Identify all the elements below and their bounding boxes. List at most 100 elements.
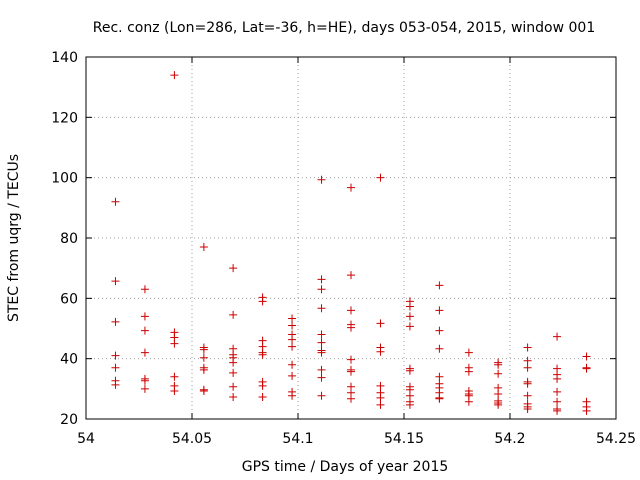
data-point [582, 406, 591, 415]
data-point [288, 391, 297, 400]
data-point [494, 400, 503, 409]
y-tick-label: 20 [60, 412, 78, 428]
data-point [288, 314, 297, 323]
data-point [376, 393, 385, 402]
data-point [288, 321, 297, 330]
data-point [111, 317, 120, 326]
x-tick-label: 54 [77, 431, 95, 447]
data-point [582, 352, 591, 361]
data-point [347, 355, 355, 364]
axis-ticks: 54 54.05 54.1 54.15 54.2 54.25 20 40 60 80 100 120 1… [51, 50, 636, 447]
data-point [405, 322, 414, 331]
data-point [347, 394, 355, 403]
y-tick-label: 140 [51, 50, 78, 66]
data-point [229, 382, 238, 391]
data-point [140, 326, 149, 335]
data-point [111, 363, 120, 372]
data-point [288, 335, 297, 344]
data-point [435, 344, 444, 353]
data-point [199, 345, 208, 354]
data-point [553, 406, 562, 415]
data-point [258, 392, 267, 401]
data-point [170, 339, 179, 348]
data-point [376, 381, 385, 390]
data-point [140, 348, 149, 357]
data-point [170, 372, 179, 381]
data-point [347, 183, 355, 192]
data-point [464, 348, 473, 357]
x-tick-label: 54.1 [282, 431, 313, 447]
data-point [553, 387, 562, 396]
data-point [523, 363, 532, 372]
y-tick-label: 100 [51, 171, 78, 187]
data-point [523, 343, 532, 352]
data-point [229, 392, 238, 401]
data-point [140, 312, 149, 321]
data-point [258, 297, 267, 306]
data-point [464, 397, 473, 406]
data-points [111, 71, 591, 415]
x-tick-label: 54.15 [384, 431, 424, 447]
data-point [317, 285, 326, 294]
data-point [317, 175, 326, 184]
data-point [523, 405, 532, 414]
y-tick-label: 40 [60, 352, 78, 368]
data-point [258, 381, 267, 390]
data-point [405, 312, 414, 321]
y-tick-label: 60 [60, 291, 78, 307]
data-point [229, 368, 238, 377]
plot-border [85, 56, 617, 420]
x-axis-label: GPS time / Days of year 2015 [242, 459, 449, 475]
data-point [288, 360, 297, 369]
data-point [553, 397, 562, 406]
data-point [317, 330, 326, 339]
data-point [405, 302, 414, 311]
data-point [288, 371, 297, 380]
data-point [347, 271, 355, 280]
data-point [111, 277, 120, 286]
data-point [317, 275, 326, 284]
x-tick-label: 54.2 [494, 431, 525, 447]
data-point [111, 351, 120, 360]
data-point [229, 358, 238, 367]
data-point [317, 391, 326, 400]
data-point [317, 373, 326, 382]
data-point [140, 384, 149, 393]
data-point [229, 264, 238, 273]
data-point [435, 306, 444, 315]
data-point [347, 367, 355, 376]
data-point [435, 326, 444, 335]
data-point [435, 394, 444, 403]
data-point [464, 367, 473, 376]
data-point [199, 353, 208, 362]
data-point [376, 400, 385, 409]
data-point [553, 374, 562, 383]
data-point [199, 365, 208, 374]
data-point [376, 319, 385, 328]
data-point [523, 356, 532, 365]
data-point [376, 173, 385, 182]
data-point [199, 243, 208, 252]
data-point [317, 338, 326, 347]
data-point [376, 347, 385, 356]
data-point [494, 360, 503, 369]
data-point [258, 350, 267, 359]
data-point [553, 332, 562, 341]
data-point [140, 376, 149, 385]
data-point [140, 285, 149, 294]
data-point [347, 323, 355, 332]
data-point [170, 386, 179, 395]
data-point [229, 310, 238, 319]
data-point [111, 197, 120, 206]
data-point [111, 380, 120, 389]
data-point [317, 365, 326, 374]
data-point [523, 391, 532, 400]
data-point [347, 306, 355, 315]
y-tick-label: 120 [51, 110, 78, 126]
data-point [170, 71, 179, 80]
y-axis-label: STEC from uqrg / TECUs [6, 154, 22, 322]
x-tick-label: 54.25 [596, 431, 636, 447]
data-point [405, 366, 414, 375]
data-point [288, 342, 297, 351]
